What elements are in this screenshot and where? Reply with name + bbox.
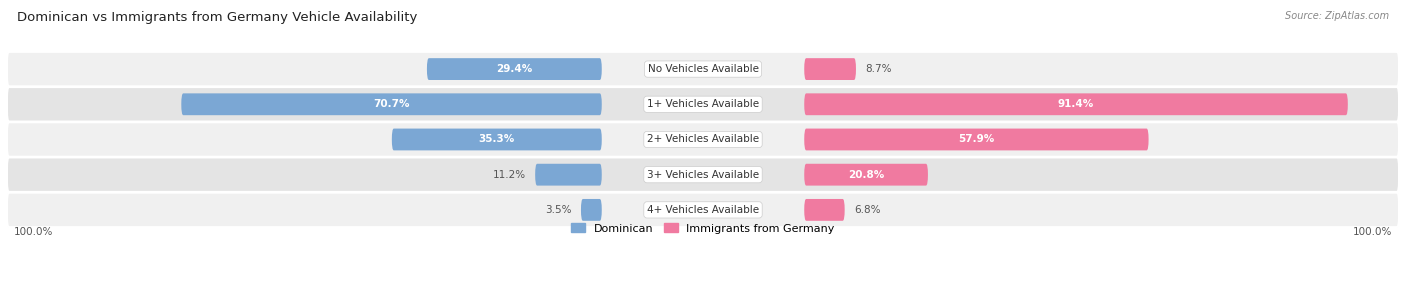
Text: 6.8%: 6.8% bbox=[855, 205, 880, 215]
Text: 91.4%: 91.4% bbox=[1057, 99, 1094, 109]
Text: 1+ Vehicles Available: 1+ Vehicles Available bbox=[647, 99, 759, 109]
FancyBboxPatch shape bbox=[7, 193, 1399, 227]
FancyBboxPatch shape bbox=[7, 52, 1399, 86]
Text: 100.0%: 100.0% bbox=[13, 227, 53, 237]
Text: 4+ Vehicles Available: 4+ Vehicles Available bbox=[647, 205, 759, 215]
Text: 70.7%: 70.7% bbox=[373, 99, 409, 109]
FancyBboxPatch shape bbox=[7, 87, 1399, 122]
Text: Source: ZipAtlas.com: Source: ZipAtlas.com bbox=[1285, 11, 1389, 21]
FancyBboxPatch shape bbox=[804, 164, 928, 186]
Text: Dominican vs Immigrants from Germany Vehicle Availability: Dominican vs Immigrants from Germany Veh… bbox=[17, 11, 418, 24]
FancyBboxPatch shape bbox=[7, 157, 1399, 192]
FancyBboxPatch shape bbox=[7, 122, 1399, 157]
Text: 100.0%: 100.0% bbox=[1353, 227, 1392, 237]
FancyBboxPatch shape bbox=[427, 58, 602, 80]
FancyBboxPatch shape bbox=[392, 129, 602, 150]
Text: 29.4%: 29.4% bbox=[496, 64, 533, 74]
FancyBboxPatch shape bbox=[581, 199, 602, 221]
FancyBboxPatch shape bbox=[804, 129, 1149, 150]
Text: 20.8%: 20.8% bbox=[848, 170, 884, 180]
FancyBboxPatch shape bbox=[804, 93, 1348, 115]
FancyBboxPatch shape bbox=[181, 93, 602, 115]
Text: 3+ Vehicles Available: 3+ Vehicles Available bbox=[647, 170, 759, 180]
FancyBboxPatch shape bbox=[804, 199, 845, 221]
Text: 57.9%: 57.9% bbox=[959, 134, 994, 144]
Text: 35.3%: 35.3% bbox=[478, 134, 515, 144]
FancyBboxPatch shape bbox=[536, 164, 602, 186]
Text: 3.5%: 3.5% bbox=[546, 205, 571, 215]
Text: 2+ Vehicles Available: 2+ Vehicles Available bbox=[647, 134, 759, 144]
Legend: Dominican, Immigrants from Germany: Dominican, Immigrants from Germany bbox=[567, 219, 839, 238]
Text: 8.7%: 8.7% bbox=[866, 64, 891, 74]
FancyBboxPatch shape bbox=[804, 58, 856, 80]
Text: No Vehicles Available: No Vehicles Available bbox=[648, 64, 758, 74]
Text: 11.2%: 11.2% bbox=[492, 170, 526, 180]
